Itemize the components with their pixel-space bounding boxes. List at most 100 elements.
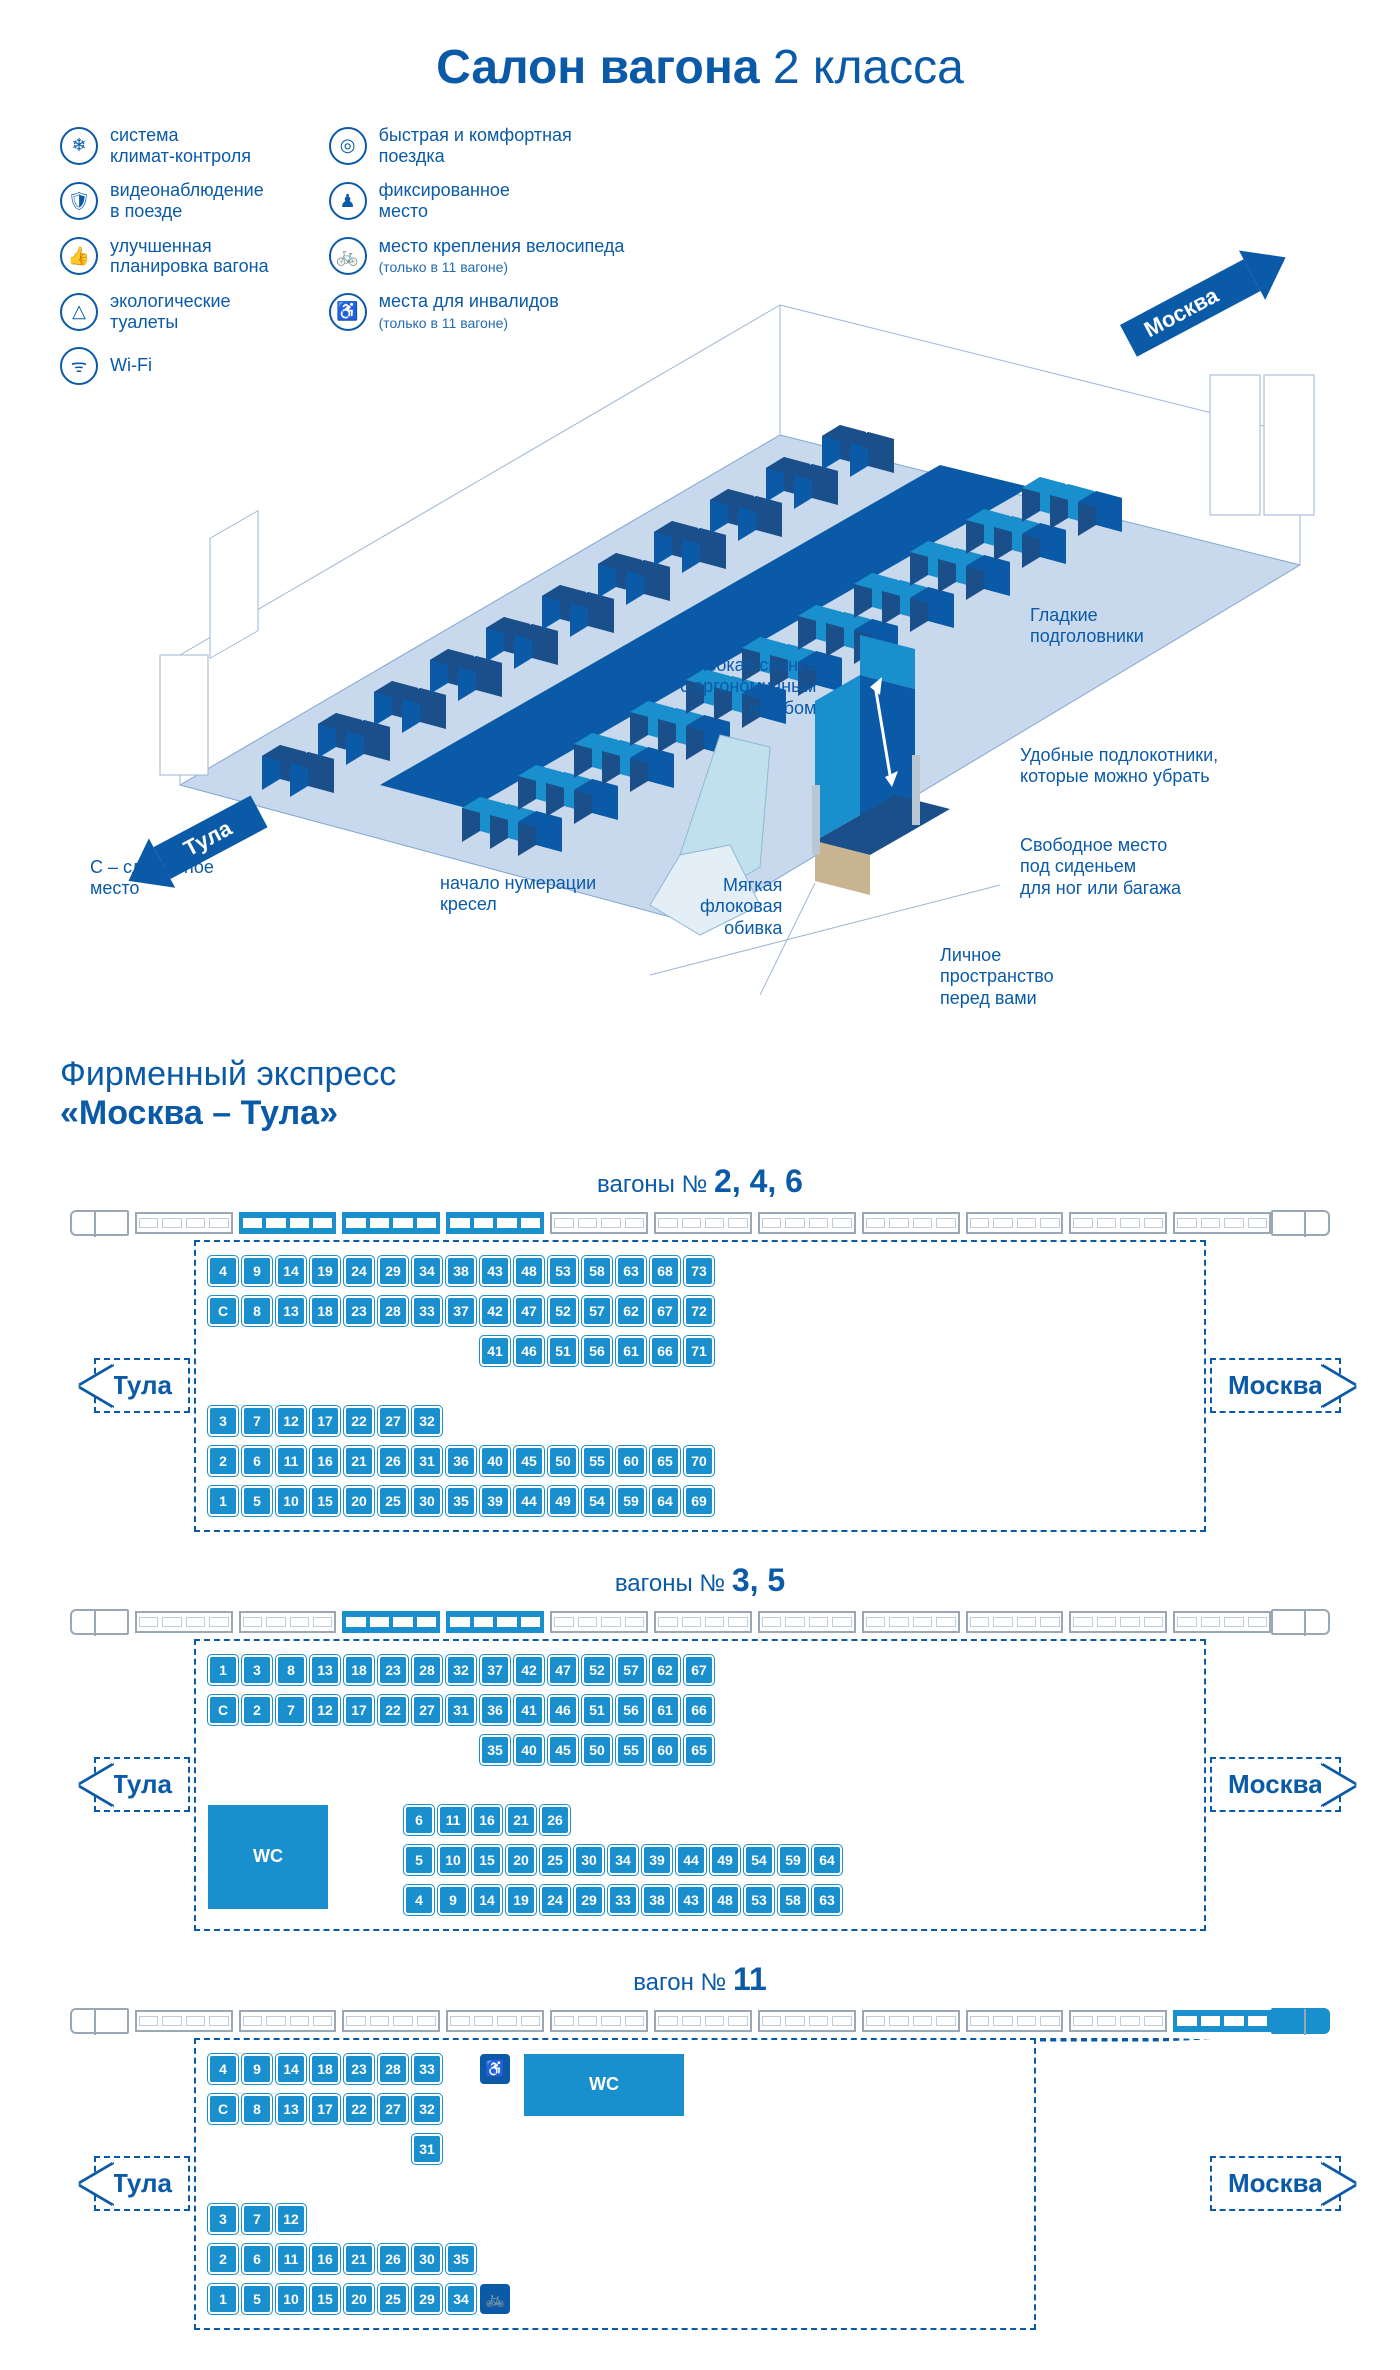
train-car <box>446 1212 544 1234</box>
seat: 23 <box>378 1655 408 1685</box>
seat: 67 <box>650 1296 680 1326</box>
seat: С <box>208 1695 238 1725</box>
seat: 26 <box>378 2244 408 2274</box>
seat: 3 <box>242 1655 272 1685</box>
seat: 8 <box>276 1655 306 1685</box>
seat: 30 <box>574 1845 604 1875</box>
wagon-section: вагоны № 3, 5Тула13813182328323742475257… <box>60 1562 1340 1931</box>
seat: 13 <box>276 2094 306 2124</box>
seat: 26 <box>540 1805 570 1835</box>
seat: 7 <box>242 1406 272 1436</box>
plan-row: Тула4914192429343843485358636873С8131823… <box>60 1240 1340 1532</box>
seat: 12 <box>276 2204 306 2234</box>
train-car <box>758 1212 856 1234</box>
seat: 50 <box>582 1735 612 1765</box>
seat: 8 <box>242 1296 272 1326</box>
seat: 56 <box>616 1695 646 1725</box>
seat: 14 <box>276 1256 306 1286</box>
seat: 5 <box>404 1845 434 1875</box>
seat: 22 <box>344 1406 374 1436</box>
seat: 48 <box>514 1256 544 1286</box>
seat: 34 <box>446 2284 476 2314</box>
seat: 27 <box>378 2094 408 2124</box>
train-car <box>342 1611 440 1633</box>
seat: 23 <box>344 2054 374 2084</box>
seat: 27 <box>412 1695 442 1725</box>
callout-armrest: Удобные подлокотники, которые можно убра… <box>1020 745 1218 788</box>
seat: 24 <box>344 1256 374 1286</box>
wagon-title: вагоны № 2, 4, 6 <box>60 1163 1340 1200</box>
seat: 19 <box>310 1256 340 1286</box>
seat: 15 <box>310 2284 340 2314</box>
seat: 12 <box>276 1406 306 1436</box>
train-car <box>1069 2010 1167 2032</box>
seat-row: 35404550556065 <box>208 1735 1192 1765</box>
seat: 4 <box>208 1256 238 1286</box>
bike-icon: 🚲 <box>480 2284 510 2314</box>
train-car <box>550 2010 648 2032</box>
seat: 28 <box>412 1655 442 1685</box>
seat: 55 <box>582 1446 612 1476</box>
train-car <box>135 1212 233 1234</box>
title-light: 2 класса <box>773 41 964 94</box>
seat: 5 <box>242 2284 272 2314</box>
seat: 50 <box>548 1446 578 1476</box>
seat: 4 <box>404 1885 434 1915</box>
wagon-section: вагоны № 2, 4, 6Тула49141924293438434853… <box>60 1163 1340 1532</box>
seat: 61 <box>650 1695 680 1725</box>
seat: 47 <box>514 1296 544 1326</box>
train-car <box>758 1611 856 1633</box>
wagon-title: вагон № 11 <box>60 1961 1340 1998</box>
seat-row: 3712 <box>208 2204 1022 2234</box>
train-car <box>1173 1212 1271 1234</box>
seat: 64 <box>650 1486 680 1516</box>
seat: 43 <box>676 1885 706 1915</box>
seat: 9 <box>438 1885 468 1915</box>
seat-row: WC611162126 <box>208 1805 1192 1835</box>
loco-left <box>70 2008 129 2034</box>
seat: 31 <box>412 2134 442 2164</box>
seat: 28 <box>378 2054 408 2084</box>
callout-space: Личное пространство перед вами <box>940 945 1054 1010</box>
callout-upholstery: Мягкая флоковая обивка <box>700 875 782 940</box>
seat: 8 <box>242 2094 272 2124</box>
seat: 35 <box>446 2244 476 2274</box>
direction-left: Тула <box>60 1358 190 1413</box>
direction-left: Тула <box>60 2156 190 2211</box>
seat: 1 <box>208 2284 238 2314</box>
seat: 48 <box>710 1885 740 1915</box>
seat: 24 <box>540 1885 570 1915</box>
train-car <box>239 2010 337 2032</box>
seat-row: 26111621263035 <box>208 2244 1022 2274</box>
seat: 6 <box>404 1805 434 1835</box>
wheelchair-icon: ♿ <box>480 2054 510 2084</box>
seat: 6 <box>242 2244 272 2274</box>
label-numbering: начало нумерации кресел <box>440 873 596 916</box>
seat: 47 <box>548 1655 578 1685</box>
seat: 38 <box>642 1885 672 1915</box>
seat: 52 <box>582 1655 612 1685</box>
train-strip <box>60 1206 1340 1240</box>
express-title: Фирменный экспресс «Москва – Тула» <box>60 1055 1340 1133</box>
direction-left: Тула <box>60 1757 190 1812</box>
seat: 25 <box>378 1486 408 1516</box>
express-line1: Фирменный экспресс <box>60 1055 1340 1094</box>
seat: 45 <box>548 1735 578 1765</box>
seat: 20 <box>506 1845 536 1875</box>
seat: 52 <box>548 1296 578 1326</box>
seat: 7 <box>242 2204 272 2234</box>
seat: 22 <box>344 2094 374 2124</box>
seat: 67 <box>684 1655 714 1685</box>
seat-row: 15101520252934🚲 <box>208 2284 1022 2314</box>
seat: 30 <box>412 2244 442 2274</box>
train-car <box>654 2010 752 2032</box>
train-car <box>654 1611 752 1633</box>
wagon-title: вагоны № 3, 5 <box>60 1562 1340 1599</box>
train-car <box>654 1212 752 1234</box>
seat: 12 <box>310 1695 340 1725</box>
seat: 53 <box>548 1256 578 1286</box>
seat: 66 <box>684 1695 714 1725</box>
seat: 16 <box>310 1446 340 1476</box>
seat: 17 <box>344 1695 374 1725</box>
feature-text: быстрая и комфортнаяпоездка <box>379 125 572 166</box>
